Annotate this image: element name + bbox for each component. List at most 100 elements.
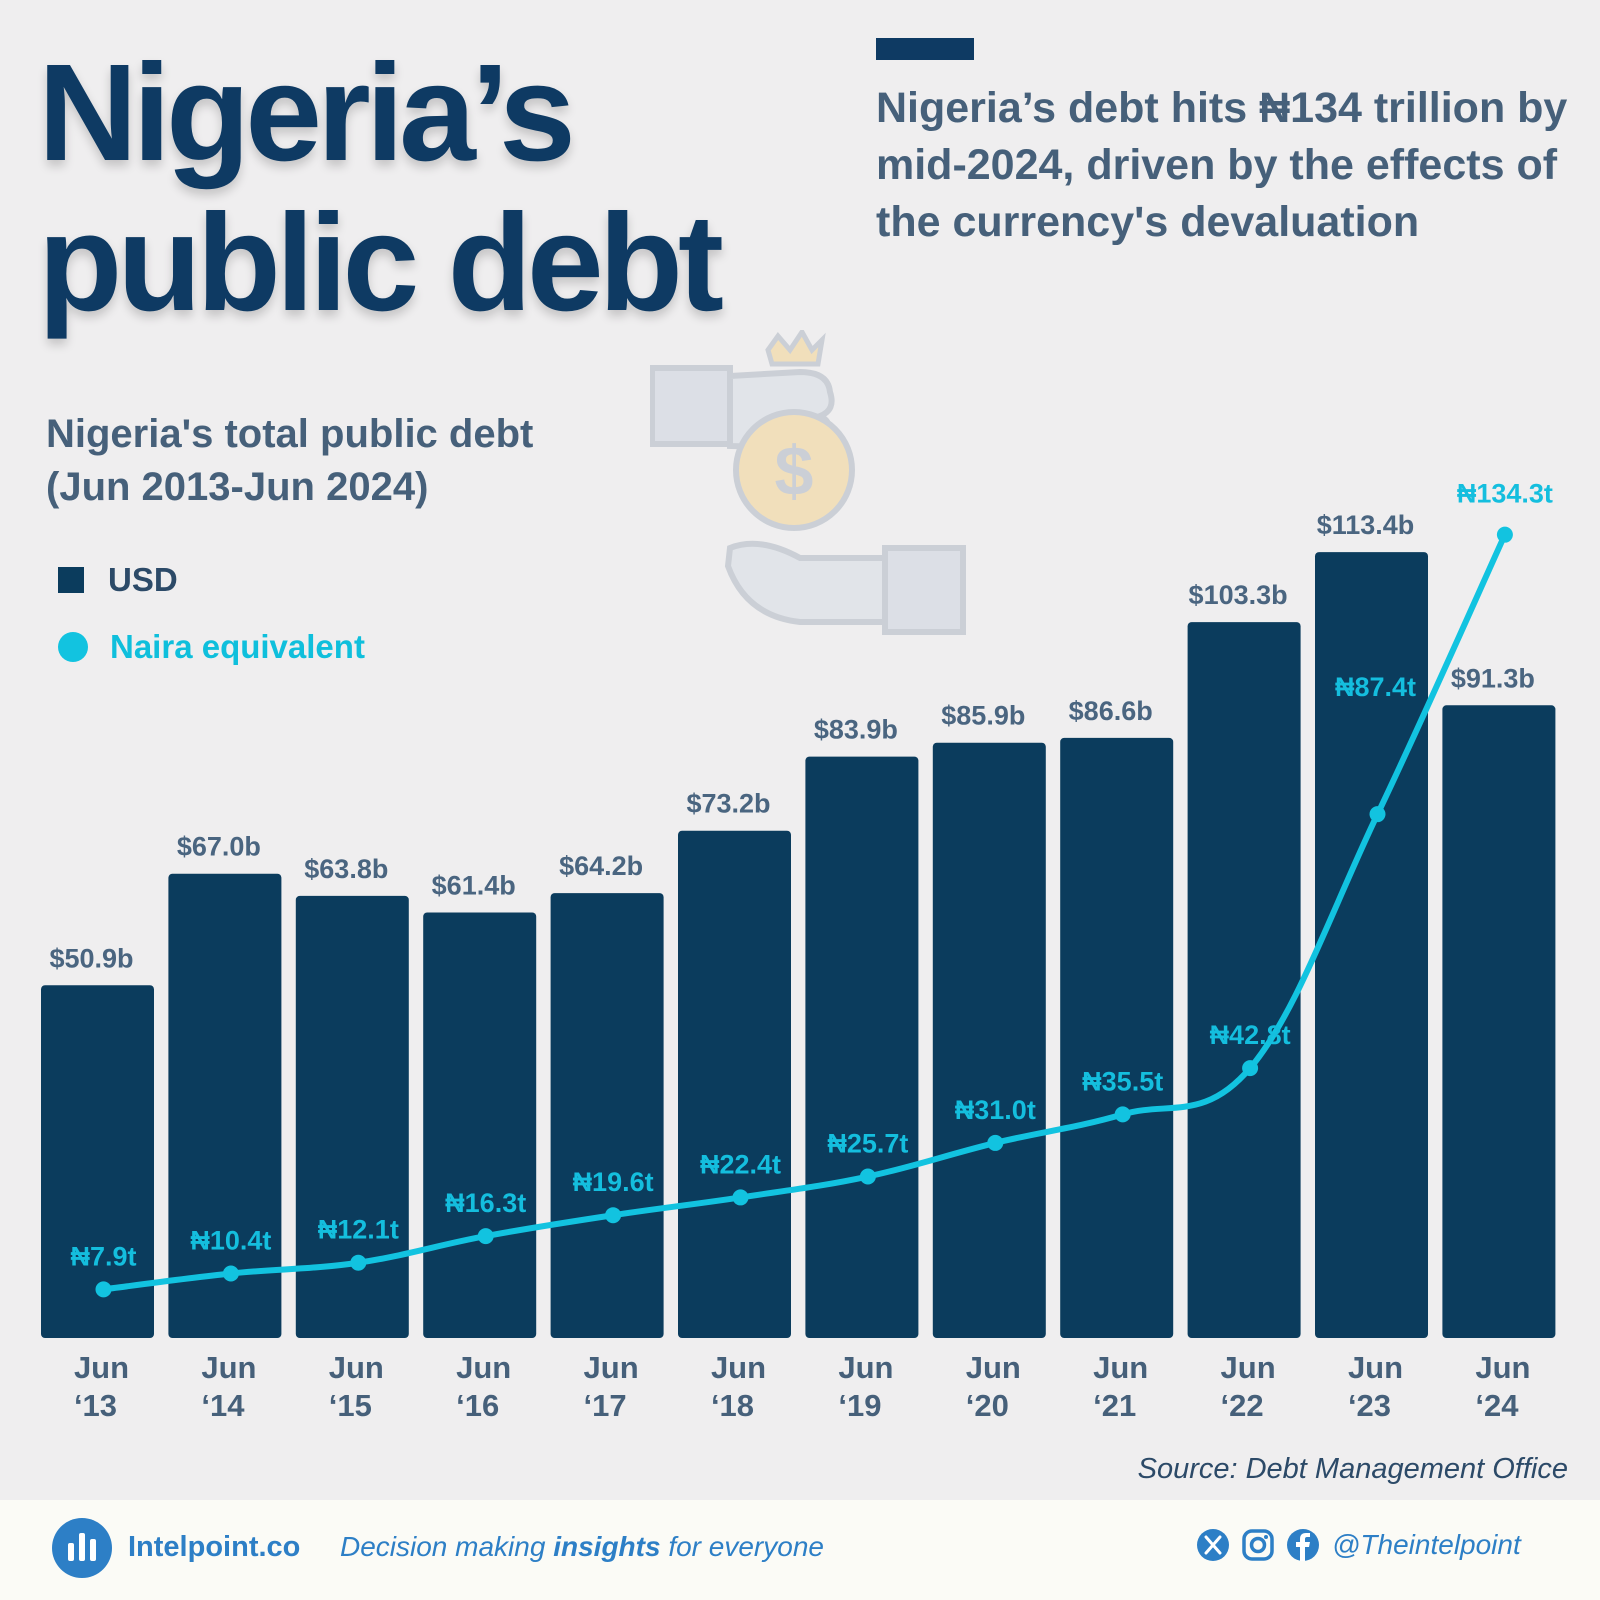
main-title: Nigeria’s public debt (38, 36, 724, 340)
x-tick-label-year: ‘19 (838, 1388, 881, 1423)
usd-bars (41, 552, 1556, 1338)
naira-value-label: ₦134.3t (1457, 479, 1553, 509)
usd-value-label: $64.2b (559, 851, 643, 881)
tagline: Decision making insights for everyone (340, 1531, 824, 1563)
tagline-post: for everyone (660, 1531, 824, 1562)
naira-value-label: ₦19.6t (573, 1167, 654, 1197)
x-tick-label-year: ‘16 (456, 1388, 499, 1423)
svg-text:$: $ (775, 432, 814, 510)
naira-point (350, 1254, 367, 1271)
usd-value-label: $63.8b (304, 854, 388, 884)
x-tick-label-month: Jun (584, 1350, 639, 1385)
naira-value-label: ₦35.5t (1082, 1066, 1163, 1096)
subtitle: Nigeria’s debt hits ₦134 trillion by mid… (876, 84, 1568, 246)
chart-title-line2: (Jun 2013-Jun 2024) (46, 465, 429, 509)
naira-point (222, 1265, 239, 1282)
x-tick-label-month: Jun (456, 1350, 511, 1385)
social-handle-link[interactable]: @Theintelpoint (1332, 1529, 1521, 1560)
usd-value-label: $61.4b (432, 870, 516, 900)
usd-value-label: $85.9b (941, 701, 1025, 731)
tagline-bold: insights (553, 1531, 661, 1562)
x-tick-label-year: ‘17 (584, 1388, 627, 1423)
usd-bar (1442, 705, 1556, 1338)
naira-value-label: ₦16.3t (445, 1188, 526, 1218)
x-tick-label-month: Jun (1221, 1350, 1276, 1385)
x-tick-label-month: Jun (201, 1350, 256, 1385)
x-tick-label-year: ‘14 (201, 1388, 245, 1423)
usd-value-label: $83.9b (814, 715, 898, 745)
x-tick-label-month: Jun (966, 1350, 1021, 1385)
naira-point (605, 1207, 622, 1224)
x-icon[interactable] (1196, 1528, 1230, 1562)
chart-title: Nigeria's total public debt (Jun 2013-Ju… (46, 408, 533, 514)
main-title-line1: Nigeria’s (38, 36, 576, 190)
main-title-line2: public debt (38, 186, 724, 340)
footer: Intelpoint.co Decision making insights f… (0, 1500, 1600, 1600)
tagline-pre: Decision making (340, 1531, 554, 1562)
brand-link[interactable]: Intelpoint.co (128, 1531, 301, 1563)
usd-bar (168, 873, 282, 1338)
legend-naira-label: Naira equivalent (110, 628, 365, 665)
legend-usd-label: USD (108, 561, 178, 598)
legend-usd: USD (58, 561, 178, 599)
x-tick-label-month: Jun (838, 1350, 893, 1385)
x-tick-label-month: Jun (74, 1350, 129, 1385)
source-note: Source: Debt Management Office (1137, 1453, 1568, 1485)
legend-naira-swatch (58, 632, 88, 662)
usd-value-label: $113.4b (1317, 510, 1415, 540)
naira-point (1496, 526, 1513, 543)
naira-point (987, 1134, 1004, 1151)
legend-naira: Naira equivalent (58, 628, 365, 666)
naira-value-label: ₦42.8t (1210, 1020, 1291, 1050)
usd-bar (550, 893, 664, 1338)
usd-value-label: $50.9b (49, 943, 133, 973)
usd-value-label: $86.6b (1069, 696, 1153, 726)
usd-bar (423, 912, 537, 1338)
x-tick-label-month: Jun (1093, 1350, 1148, 1385)
usd-value-label: $73.2b (686, 789, 770, 819)
x-tick-label-year: ‘15 (329, 1388, 372, 1423)
naira-point (477, 1228, 494, 1245)
instagram-icon[interactable] (1241, 1528, 1275, 1562)
usd-bar (805, 756, 919, 1338)
intelpoint-logo-icon (52, 1518, 112, 1578)
naira-point (95, 1281, 112, 1298)
naira-value-label: ₦10.4t (190, 1226, 271, 1256)
x-tick-label-year: ‘23 (1348, 1388, 1391, 1423)
usd-value-labels: $50.9b $67.0b $63.8b $61.4b $64.2b $73.2b $83.… (49, 510, 1534, 973)
naira-point (1114, 1106, 1131, 1123)
x-tick-label-year: ‘22 (1221, 1388, 1264, 1423)
x-tick-label-year: ‘13 (74, 1388, 117, 1423)
x-tick-label-month: Jun (711, 1350, 766, 1385)
naira-value-labels: ₦7.9t ₦10.4t ₦12.1t ₦16.3t ₦19.6t ₦22.4t ₦25.7… (70, 479, 1552, 1272)
usd-bar (41, 985, 154, 1338)
usd-bar (1315, 552, 1428, 1338)
accent-bar (876, 38, 974, 60)
x-tick-label-month: Jun (1348, 1350, 1403, 1385)
naira-value-label: ₦12.1t (318, 1215, 399, 1245)
naira-point (1242, 1060, 1259, 1077)
naira-points (95, 526, 1513, 1298)
naira-value-label: ₦7.9t (70, 1241, 136, 1271)
naira-value-label: ₦87.4t (1335, 672, 1416, 702)
facebook-icon[interactable] (1286, 1528, 1320, 1562)
x-tick-label-year: ‘18 (711, 1388, 754, 1423)
debt-chart: $50.9b $67.0b $63.8b $61.4b $64.2b $73.2b $83.… (41, 479, 1556, 1423)
chart-title-line1: Nigeria's total public debt (46, 412, 534, 456)
x-tick-label-month: Jun (329, 1350, 384, 1385)
x-tick-labels: Jun‘13Jun‘14Jun‘15Jun‘16Jun‘17Jun‘18Jun‘… (74, 1350, 1531, 1423)
usd-bar (295, 895, 409, 1338)
naira-point (732, 1189, 749, 1206)
usd-bar (1060, 737, 1174, 1338)
usd-value-label: $67.0b (177, 832, 261, 862)
naira-value-label: ₦31.0t (955, 1095, 1036, 1125)
usd-bar (1187, 622, 1301, 1338)
legend-usd-swatch (58, 567, 84, 593)
naira-value-label: ₦22.4t (700, 1149, 781, 1179)
usd-bar (678, 830, 791, 1338)
x-tick-label-year: ‘20 (966, 1388, 1009, 1423)
x-tick-label-year: ‘24 (1475, 1388, 1519, 1423)
usd-bar (932, 742, 1046, 1338)
x-tick-label-year: ‘21 (1093, 1388, 1136, 1423)
money-hands-icon: $ (650, 330, 966, 635)
